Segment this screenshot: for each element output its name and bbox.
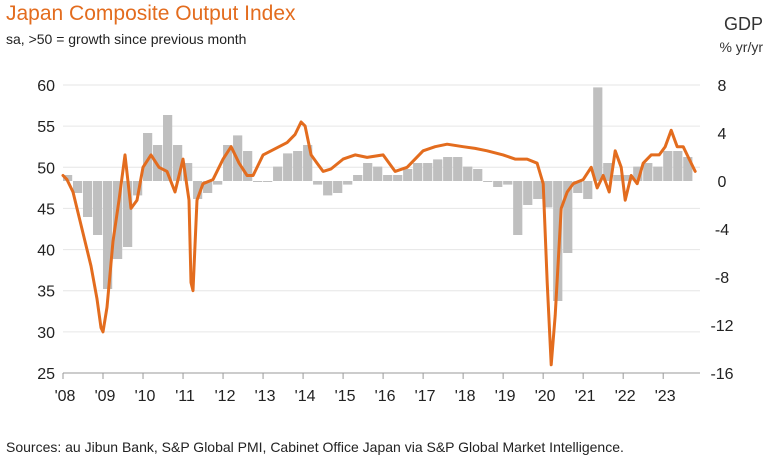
x-tick-label: '09 (95, 388, 116, 405)
gdp-bar (463, 166, 473, 181)
right-axis-title: GDP (723, 14, 763, 34)
gdp-bar (433, 159, 443, 181)
gdp-bar (413, 163, 423, 181)
x-tick-label: '17 (415, 388, 436, 405)
gdp-bar (483, 181, 493, 182)
gdp-bar (343, 181, 353, 185)
gdp-bar (593, 87, 603, 181)
right-tick-label: -4 (715, 222, 729, 239)
gdp-bar (503, 181, 513, 185)
x-tick-label: '21 (575, 388, 596, 405)
gdp-bar (363, 163, 373, 181)
gdp-bar (633, 166, 643, 181)
gdp-bar (383, 175, 393, 181)
gdp-bar (673, 151, 683, 181)
gdp-bar (473, 169, 483, 181)
gdp-bar (263, 181, 273, 182)
right-tick-label: -12 (710, 318, 733, 335)
gdp-bar (403, 169, 413, 181)
gdp-bar (173, 145, 183, 181)
gdp-bar (333, 181, 343, 193)
gdp-bar (603, 163, 613, 181)
x-tick-label: '14 (295, 388, 316, 405)
gdp-bar (563, 181, 573, 253)
gdp-bar (213, 181, 223, 185)
gdp-bar (223, 145, 233, 181)
gdp-bar (513, 181, 523, 235)
gdp-bar (83, 181, 93, 217)
gdp-bar (393, 175, 403, 181)
left-tick-label: 45 (37, 201, 55, 218)
gdp-bar (313, 181, 323, 185)
gdp-bar (183, 163, 193, 181)
gdp-bar (253, 181, 263, 182)
gdp-bar (613, 175, 623, 181)
gdp-bar (373, 166, 383, 181)
right-tick-label: 0 (718, 174, 727, 191)
x-tick-label: '19 (495, 388, 516, 405)
gdp-bar (353, 175, 363, 181)
left-tick-label: 30 (37, 325, 55, 342)
gdp-bar (103, 181, 113, 289)
left-tick-label: 40 (37, 243, 55, 260)
chart-subtitle: sa, >50 = growth since previous month (6, 31, 247, 47)
gdp-bar (303, 145, 313, 181)
x-tick-label: '08 (55, 388, 76, 405)
gdp-bar (163, 115, 173, 181)
gdp-bar (573, 181, 583, 193)
gdp-bar (273, 166, 283, 181)
x-tick-label: '13 (255, 388, 276, 405)
gdp-bar (133, 181, 143, 196)
right-tick-label: -16 (710, 366, 733, 383)
gdp-bar (443, 157, 453, 181)
x-tick-label: '10 (135, 388, 156, 405)
gdp-bar (643, 163, 653, 181)
gdp-bar (203, 181, 213, 193)
gdp-bar (553, 181, 563, 301)
gdp-bar (323, 181, 333, 196)
left-tick-label: 60 (37, 78, 55, 95)
x-tick-label: '23 (655, 388, 676, 405)
right-tick-label: 4 (718, 126, 727, 143)
gdp-bar (583, 181, 593, 199)
x-tick-label: '22 (615, 388, 636, 405)
x-tick-label: '20 (535, 388, 556, 405)
gdp-bar (453, 157, 463, 181)
gdp-bar (293, 151, 303, 181)
composite-output-chart: 25 30 35 40 45 50 55 60 -16 -12 -8 -4 0 4 8 '08 '09 '10 '1… (37, 78, 733, 405)
left-tick-label: 50 (37, 160, 55, 177)
gdp-bar (123, 181, 133, 247)
x-tick-label: '16 (375, 388, 396, 405)
right-tick-label: -8 (715, 270, 729, 287)
gdp-bar (493, 181, 503, 187)
gdp-bar (533, 181, 543, 199)
x-tick-label: '11 (175, 388, 195, 405)
gdp-bar (193, 181, 203, 199)
left-tick-label: 25 (37, 366, 55, 383)
x-tick-label: '15 (335, 388, 356, 405)
gdp-bar (423, 163, 433, 181)
gdp-bar (243, 151, 253, 181)
gdp-bar (63, 175, 73, 181)
gdp-bar (283, 153, 293, 181)
gdp-bar (523, 181, 533, 205)
gdp-bar (73, 181, 83, 193)
gdp-bar (93, 181, 103, 235)
gdp-bar (143, 133, 153, 181)
right-axis-unit: % yr/yr (719, 39, 763, 55)
composite-output-line (61, 120, 697, 367)
x-tick-label: '12 (215, 388, 236, 405)
chart-title: Japan Composite Output Index (6, 2, 296, 25)
gdp-bar (683, 157, 693, 181)
gdp-bar (543, 181, 553, 208)
gdp-bar (623, 175, 633, 181)
right-tick-label: 8 (718, 78, 727, 95)
left-tick-label: 35 (37, 284, 55, 301)
x-tick-label: '18 (455, 388, 476, 405)
gdp-bar (663, 151, 673, 181)
source-note: Sources: au Jibun Bank, S&P Global PMI, … (6, 439, 624, 455)
gdp-bar (653, 166, 663, 181)
left-tick-label: 55 (37, 119, 55, 136)
